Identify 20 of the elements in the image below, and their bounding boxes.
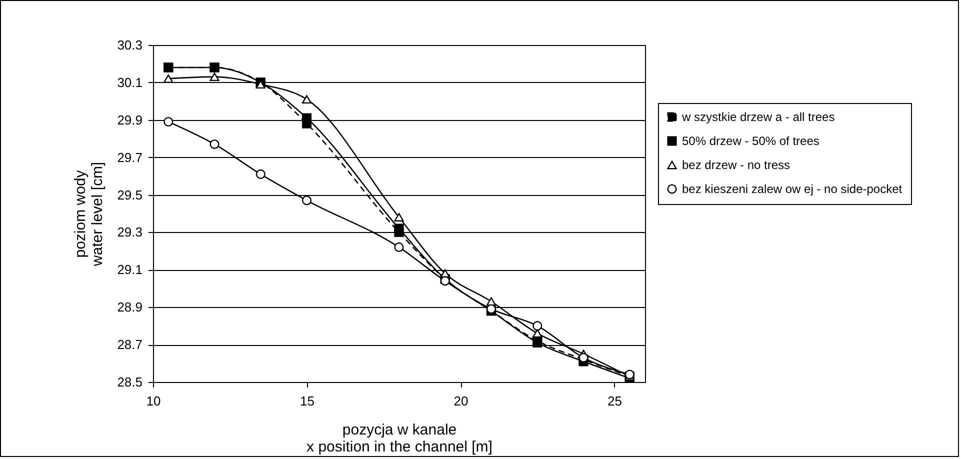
x-tick-label: 20 — [454, 394, 468, 408]
legend-label: 50% drzew - 50% of trees — [682, 134, 820, 148]
legend-label: bez drzew - no tress — [682, 158, 790, 172]
x-tick-label: 25 — [608, 394, 622, 408]
legend-label: w szystkie drzew a - all trees — [681, 110, 835, 124]
y-tick-label: 28.7 — [117, 337, 142, 352]
y-tick-label: 29.1 — [117, 262, 142, 278]
y-axis-title: poziom wody water level [cm] — [72, 162, 106, 268]
x-axis-title: pozycja w kanale x position in the channel [m] — [306, 422, 492, 456]
y-tick-label: 29.5 — [117, 187, 142, 202]
x-tick-label: 10 — [146, 394, 161, 408]
y-tick-label: 29.7 — [117, 150, 142, 165]
y-tick-label: 29.3 — [117, 224, 142, 240]
y-tick-label: 30.3 — [117, 38, 142, 52]
legend-label: bez kieszeni zalew ow ej - no side-pocket — [682, 182, 903, 196]
y-tick-label: 28.9 — [117, 300, 142, 315]
y-tick-label: 29.9 — [117, 112, 142, 128]
y-tick-label: 28.5 — [117, 374, 142, 390]
x-tick-label: 15 — [300, 394, 314, 408]
y-tick-label: 30.1 — [117, 74, 142, 90]
